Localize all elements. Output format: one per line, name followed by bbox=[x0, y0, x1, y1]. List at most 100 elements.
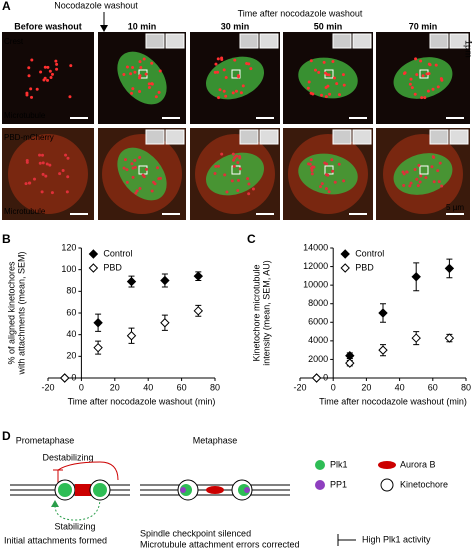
spot bbox=[436, 169, 440, 173]
spot bbox=[402, 183, 406, 187]
spot bbox=[138, 60, 142, 64]
spot bbox=[131, 175, 135, 179]
spot bbox=[320, 93, 324, 97]
spot bbox=[342, 83, 346, 87]
roi-box bbox=[419, 165, 429, 175]
y-tick-label: 20 bbox=[66, 351, 76, 361]
spot bbox=[331, 59, 335, 63]
column-label: 70 min bbox=[409, 21, 438, 31]
spot bbox=[419, 174, 423, 178]
legend-symbol bbox=[315, 460, 325, 470]
spot bbox=[224, 94, 228, 98]
y-tick-label: 0 bbox=[323, 372, 328, 382]
column-label: Before washout bbox=[14, 21, 82, 31]
spot bbox=[218, 88, 222, 92]
spot bbox=[418, 180, 422, 184]
inset bbox=[332, 33, 352, 49]
spot bbox=[424, 176, 428, 180]
spot bbox=[324, 71, 328, 75]
spot bbox=[66, 175, 70, 179]
spot bbox=[68, 95, 72, 99]
spot bbox=[27, 74, 31, 78]
spot bbox=[437, 180, 441, 184]
data-point bbox=[411, 333, 421, 343]
outcome-label: Spindle checkpoint silenced bbox=[140, 528, 251, 538]
spot bbox=[220, 152, 224, 156]
legend-label: Control bbox=[103, 248, 132, 258]
spot bbox=[125, 180, 129, 184]
spot bbox=[432, 180, 436, 184]
y-axis-title: % of aligned kinetochores bbox=[6, 261, 16, 365]
spot bbox=[409, 181, 413, 185]
spot bbox=[133, 158, 137, 162]
arrowhead bbox=[51, 500, 59, 507]
spot bbox=[311, 92, 315, 96]
y-tick-label: 80 bbox=[66, 286, 76, 296]
spot bbox=[332, 76, 336, 80]
spot bbox=[337, 93, 341, 97]
stain-label: Microtubule bbox=[4, 207, 46, 216]
spot bbox=[414, 57, 418, 61]
spot bbox=[138, 76, 142, 80]
inset bbox=[429, 33, 449, 49]
spot bbox=[130, 91, 134, 95]
y-axis-title: intensity (mean, SEM, AU) bbox=[261, 260, 271, 366]
spot bbox=[317, 70, 321, 74]
legend-symbol bbox=[315, 480, 325, 490]
pp1 bbox=[244, 487, 250, 493]
spot bbox=[249, 67, 253, 71]
spot bbox=[130, 162, 134, 166]
spot bbox=[43, 65, 47, 69]
y-tick-label: 2000 bbox=[308, 354, 328, 364]
spot bbox=[430, 165, 434, 169]
spot bbox=[222, 89, 226, 93]
stage-label: Metaphase bbox=[193, 435, 238, 445]
initial-label: Initial attachments formed bbox=[4, 535, 107, 545]
spot bbox=[125, 65, 129, 69]
spot bbox=[415, 177, 419, 181]
data-point bbox=[411, 272, 421, 282]
spot bbox=[50, 72, 54, 76]
spot bbox=[417, 163, 421, 167]
spot bbox=[25, 93, 29, 97]
spot bbox=[24, 182, 28, 186]
spot bbox=[308, 162, 312, 166]
spot bbox=[224, 76, 228, 80]
destabilizing-label: Destabilizing bbox=[42, 452, 93, 462]
x-tick-label: 0 bbox=[79, 382, 84, 392]
spot bbox=[42, 78, 46, 82]
spot bbox=[142, 57, 146, 61]
spot bbox=[436, 85, 440, 89]
spot bbox=[138, 187, 142, 191]
spot bbox=[420, 96, 424, 100]
spot bbox=[247, 182, 251, 186]
spot bbox=[138, 74, 142, 78]
spot bbox=[323, 161, 327, 165]
spot bbox=[413, 92, 417, 96]
data-point bbox=[378, 308, 388, 318]
spot bbox=[432, 155, 436, 159]
spot bbox=[423, 96, 427, 100]
spot bbox=[233, 156, 237, 160]
destabilizing-arrow bbox=[57, 461, 119, 488]
data-point bbox=[378, 345, 388, 355]
spot bbox=[324, 187, 328, 191]
spot bbox=[239, 91, 243, 95]
diagram: D Prometaphase Metaphase Destabilizing S… bbox=[2, 429, 448, 549]
spot bbox=[48, 163, 52, 167]
spot bbox=[66, 156, 70, 160]
micrograph bbox=[2, 32, 94, 124]
spot bbox=[438, 161, 442, 165]
spot bbox=[231, 91, 235, 95]
spot bbox=[38, 161, 42, 165]
spot bbox=[310, 169, 314, 173]
spot bbox=[25, 160, 29, 164]
inset bbox=[165, 33, 185, 49]
spot bbox=[38, 153, 42, 157]
y-tick-label: 12000 bbox=[303, 261, 328, 271]
spot bbox=[324, 95, 328, 99]
x-tick-label: 20 bbox=[361, 382, 371, 392]
spot bbox=[29, 87, 33, 91]
spot bbox=[217, 164, 221, 168]
spot bbox=[150, 82, 154, 86]
